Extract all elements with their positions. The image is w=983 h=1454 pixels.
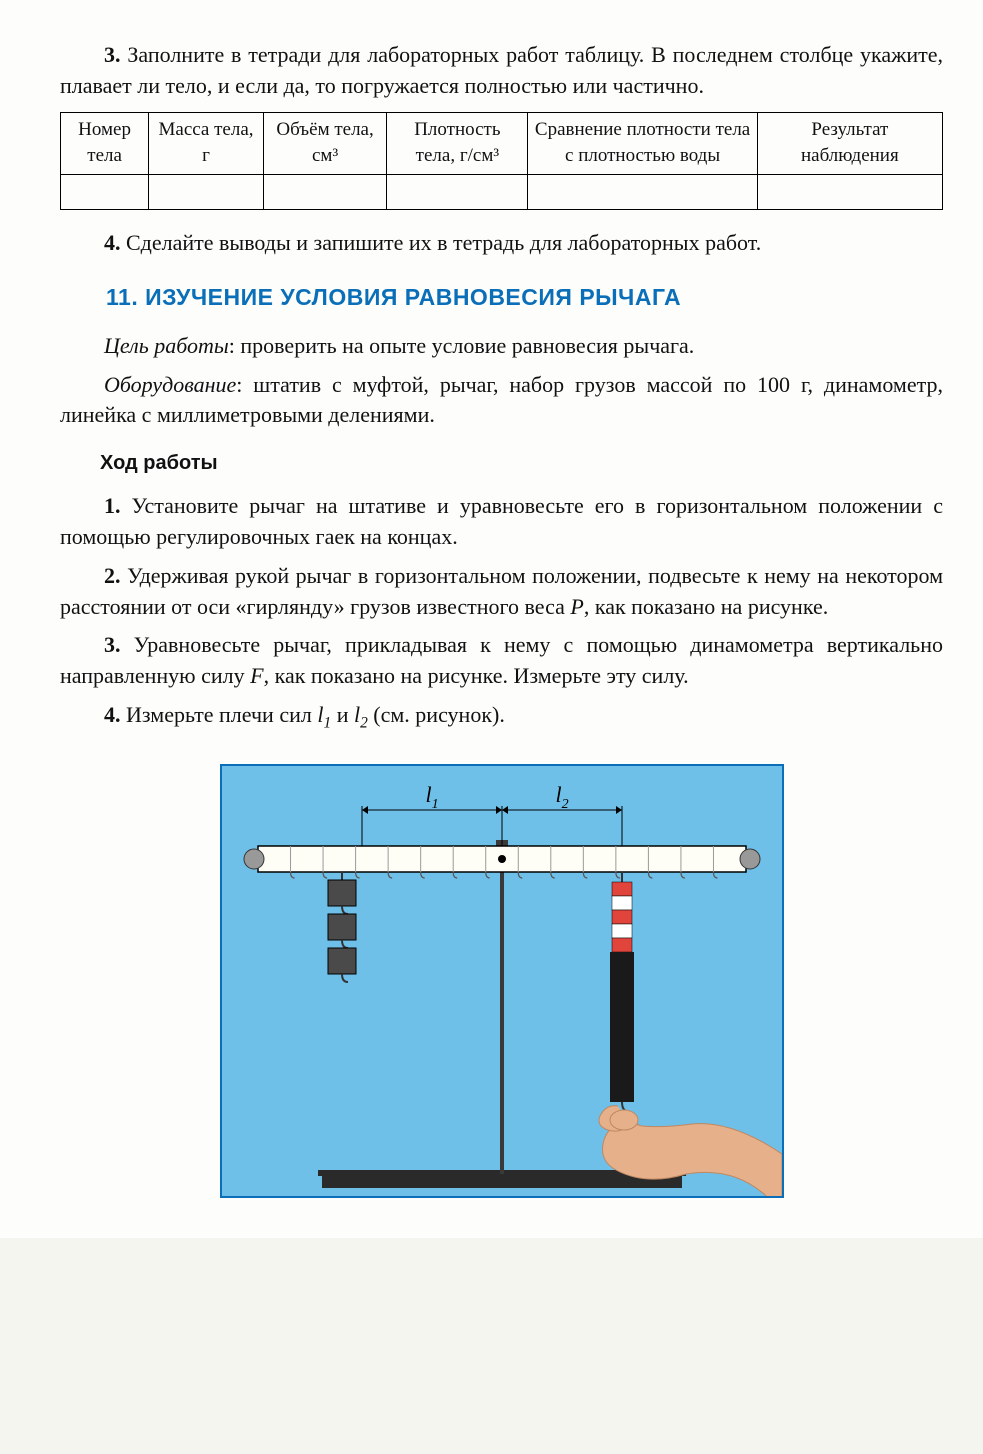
table-header-cell: Сравнение плотности тела с плотностью во…: [528, 112, 757, 174]
table-header-cell: Номер тела: [61, 112, 149, 174]
step-4-l1: l1: [317, 702, 331, 727]
goal-text: : проверить на опыте условие равновесия …: [229, 333, 695, 358]
paragraph-4: 4. Сделайте выводы и запишите их в тетра…: [60, 228, 943, 259]
step-number-4: 4.: [104, 702, 121, 727]
step-2-variable: P: [570, 594, 583, 619]
item-number-4: 4.: [104, 230, 121, 255]
table-header-cell: Результат наблюдения: [757, 112, 942, 174]
step-number-1: 1.: [104, 493, 121, 518]
table-header-cell: Плотность тела, г/см³: [387, 112, 528, 174]
step-4: 4. Измерьте плечи сил l1 и l2 (см. рисун…: [60, 700, 943, 734]
step-number-3: 3.: [104, 632, 121, 657]
goal-line: Цель работы: проверить на опыте условие …: [60, 331, 943, 362]
equipment-label: Оборудование: [104, 372, 236, 397]
step-3: 3. Уравновесьте рычаг, прикладывая к нем…: [60, 630, 943, 692]
step-1: 1. Установите рычаг на штативе и уравнов…: [60, 491, 943, 553]
table-cell: [757, 174, 942, 209]
paragraph-3: 3. Заполните в тетради для лабораторных …: [60, 40, 943, 102]
paragraph-4-text: Сделайте выводы и запишите их в тетрадь …: [121, 230, 762, 255]
table-cell: [387, 174, 528, 209]
step-4-text-b: (см. рисунок).: [368, 702, 505, 727]
data-table: Номер телаМасса тела, гОбъём тела, см³Пл…: [60, 112, 943, 210]
goal-label: Цель работы: [104, 333, 229, 358]
table-header-row: Номер телаМасса тела, гОбъём тела, см³Пл…: [61, 112, 943, 174]
step-3-text-b: , как показано на рисунке. Измерьте эту …: [264, 663, 689, 688]
step-1-text: Установите рычаг на штативе и уравновесь…: [60, 493, 943, 549]
table-header-cell: Объём тела, см³: [263, 112, 386, 174]
procedure-heading: Ход работы: [60, 449, 943, 477]
step-4-and: и: [331, 702, 354, 727]
table-header-cell: Масса тела, г: [149, 112, 264, 174]
table-cell: [263, 174, 386, 209]
paragraph-3-text: Заполните в тетради для лабораторных раб…: [60, 42, 943, 98]
step-2: 2. Удерживая рукой рычаг в горизонтально…: [60, 561, 943, 623]
table-empty-row: [61, 174, 943, 209]
section-title: 11. ИЗУЧЕНИЕ УСЛОВИЯ РАВНОВЕСИЯ РЫЧАГА: [60, 281, 943, 313]
item-number-3: 3.: [104, 42, 121, 67]
lever-diagram: l1l2: [222, 766, 782, 1196]
step-2-text-b: , как показано на рисунке.: [584, 594, 828, 619]
table-cell: [61, 174, 149, 209]
lever-figure: l1l2: [220, 764, 784, 1198]
equipment-line: Оборудование: штатив с муфтой, рычаг, на…: [60, 370, 943, 432]
step-4-text-a: Измерьте плечи сил: [121, 702, 318, 727]
step-number-2: 2.: [104, 563, 121, 588]
figure-wrap: l1l2: [60, 764, 943, 1198]
table-cell: [528, 174, 757, 209]
table-cell: [149, 174, 264, 209]
step-4-l2: l2: [354, 702, 368, 727]
step-3-variable: F: [250, 663, 263, 688]
page: 3. Заполните в тетради для лабораторных …: [0, 0, 983, 1238]
